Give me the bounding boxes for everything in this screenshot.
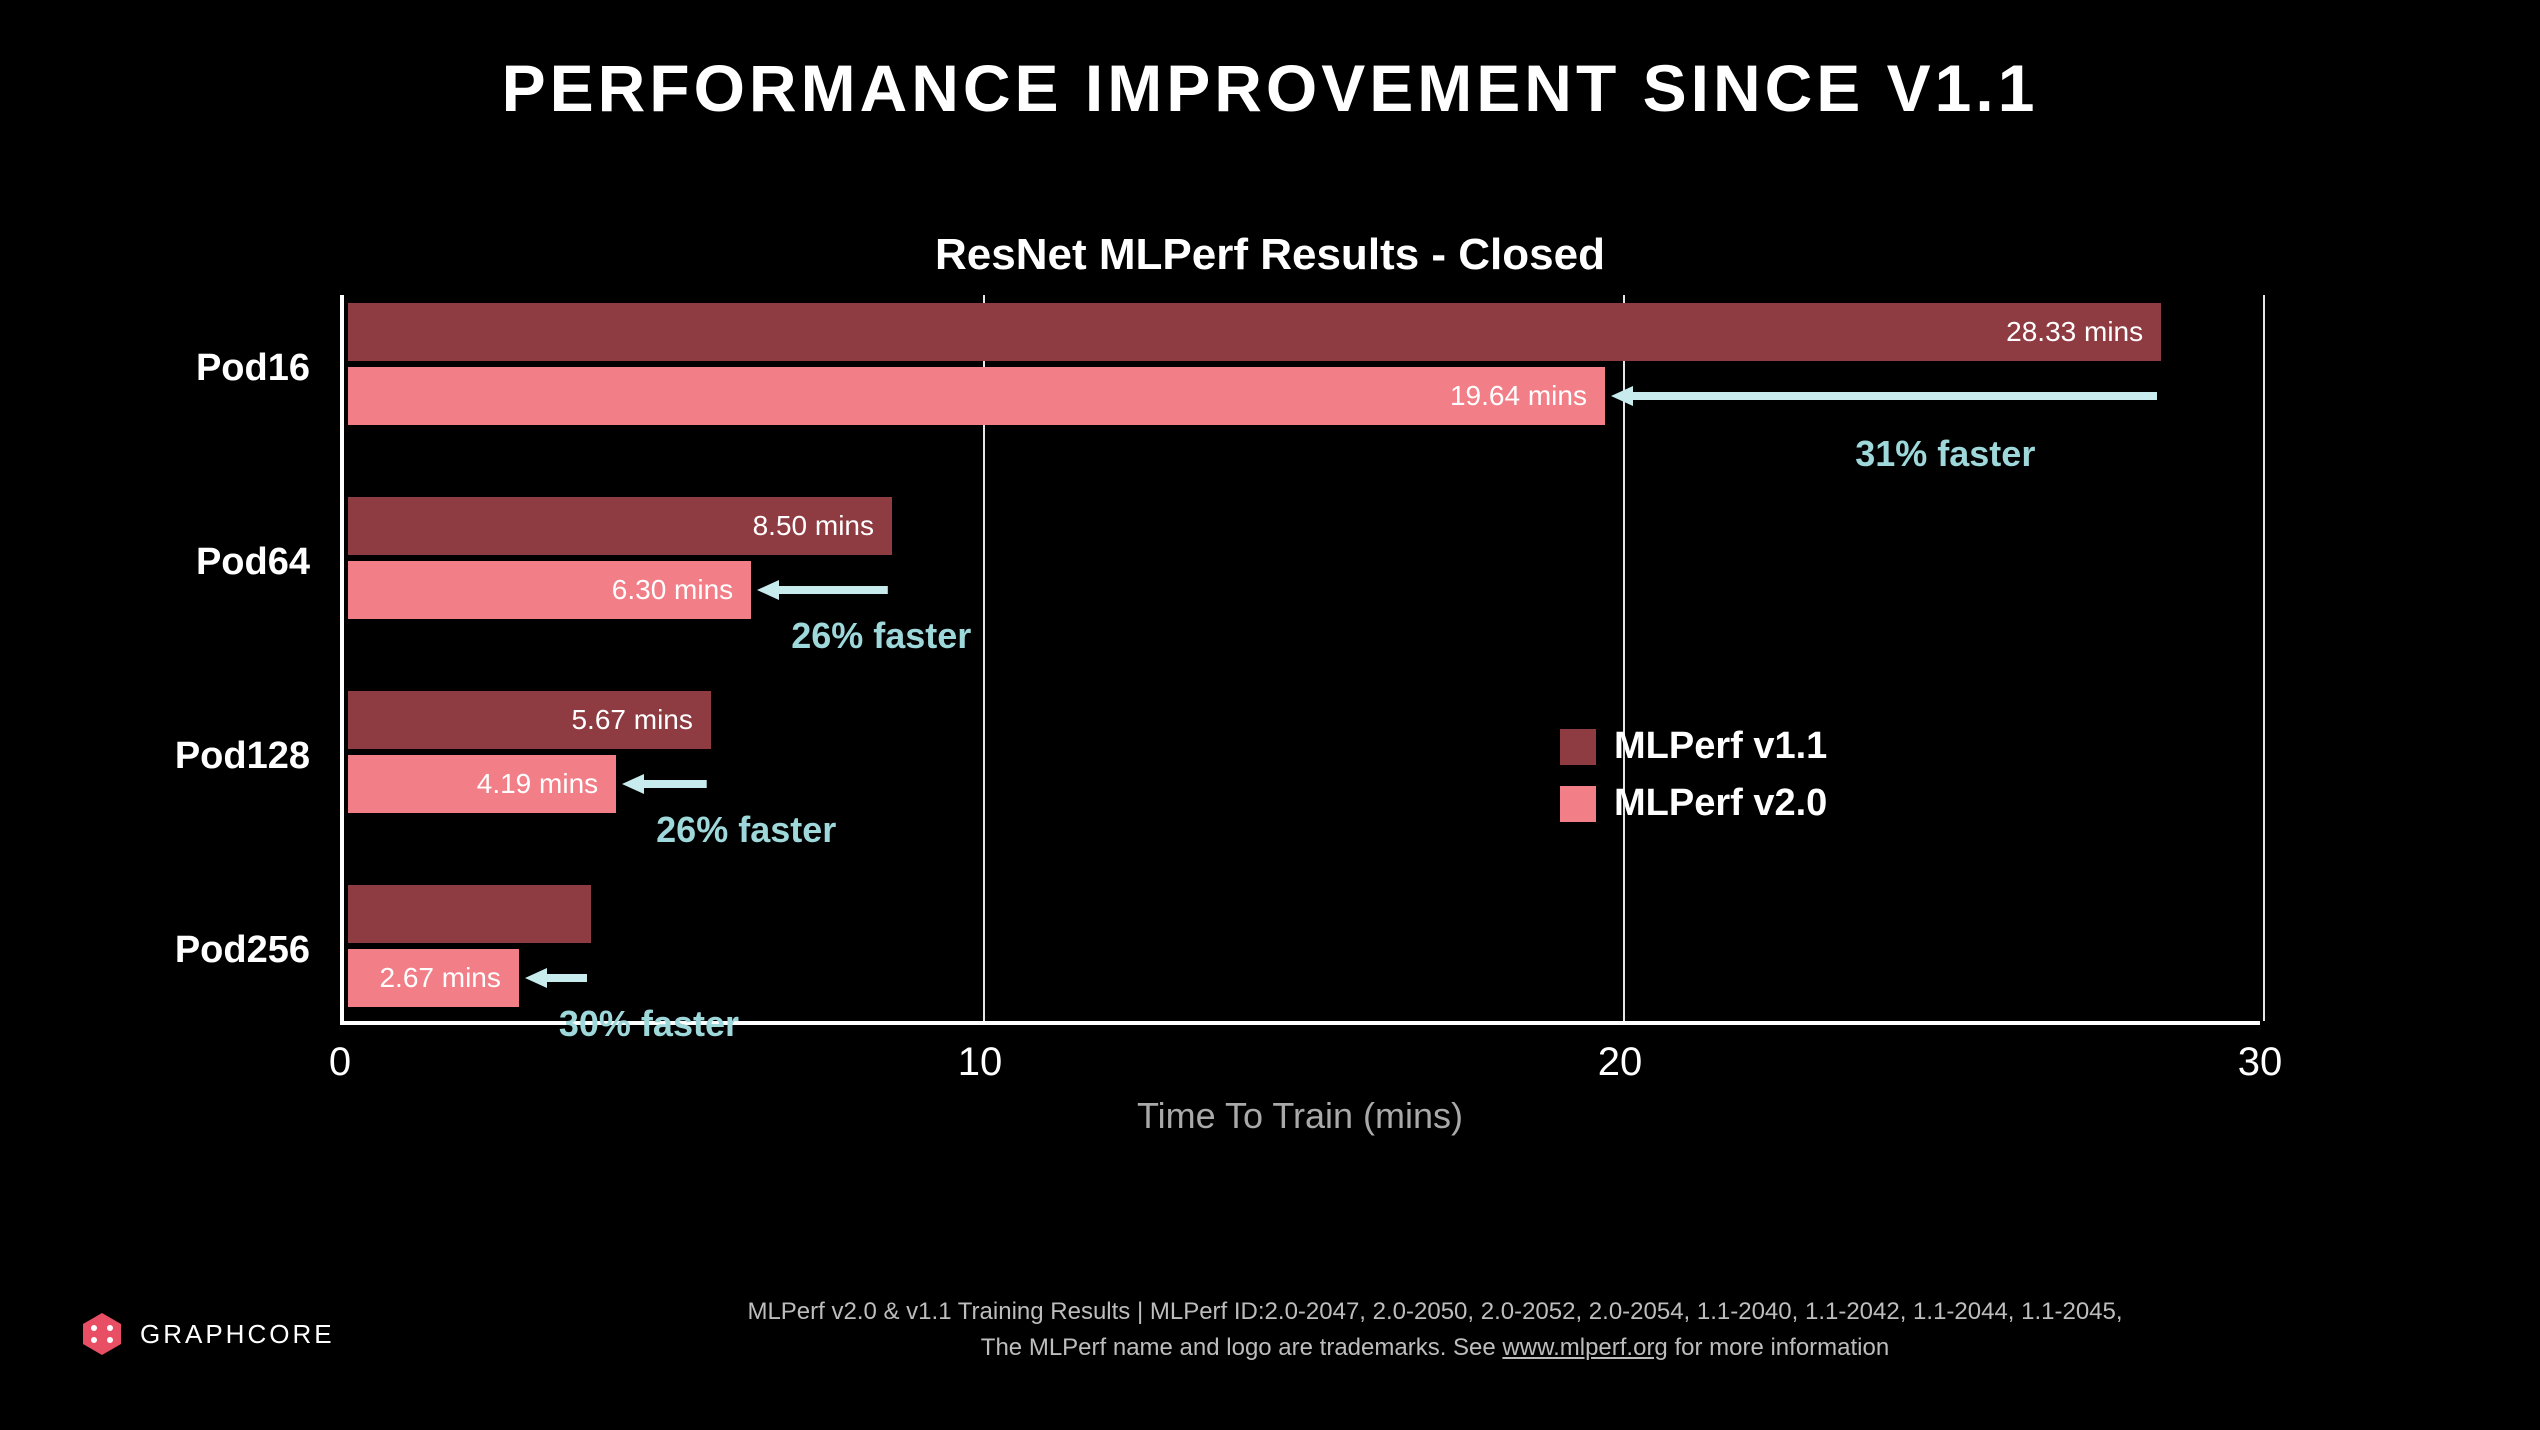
faster-label: 30% faster: [559, 1003, 739, 1045]
legend-swatch: [1560, 786, 1596, 822]
logo-icon: [80, 1312, 124, 1356]
chart-subtitle: ResNet MLPerf Results - Closed: [0, 230, 2540, 280]
plot-area: 28.33 mins 19.64 mins 31% faster 8.50 mins…: [340, 295, 2260, 1025]
x-tick-label: 10: [958, 1040, 1003, 1085]
legend-label: MLPerf v2.0: [1614, 782, 1827, 825]
footer-link[interactable]: www.mlperf.org: [1502, 1334, 1667, 1361]
slide: PERFORMANCE IMPROVEMENT SINCE V1.1 ResNe…: [0, 0, 2540, 1430]
footer-line-1: MLPerf v2.0 & v1.1 Training Results | ML…: [390, 1294, 2480, 1330]
bar-v11: 5.67 mins: [348, 691, 711, 749]
footer-text: MLPerf v2.0 & v1.1 Training Results | ML…: [390, 1294, 2480, 1366]
bar-v20: 4.19 mins: [348, 755, 616, 813]
x-tick-label: 20: [1598, 1040, 1643, 1085]
category-label: Pod16: [110, 347, 310, 390]
legend-item: MLPerf v1.1: [1560, 725, 1827, 768]
faster-label: 26% faster: [656, 809, 836, 851]
bar-v11: [348, 885, 591, 943]
legend-item: MLPerf v2.0: [1560, 782, 1827, 825]
faster-label: 26% faster: [791, 615, 971, 657]
arrow-icon: [757, 578, 888, 602]
arrow-icon: [622, 772, 707, 796]
page-title: PERFORMANCE IMPROVEMENT SINCE V1.1: [0, 50, 2540, 126]
brand-text: GRAPHCORE: [140, 1319, 335, 1350]
gridline: [2263, 295, 2265, 1021]
x-tick-label: 30: [2238, 1040, 2283, 1085]
bar-v11: 8.50 mins: [348, 497, 892, 555]
legend-swatch: [1560, 729, 1596, 765]
legend-label: MLPerf v1.1: [1614, 725, 1827, 768]
bar-v20: 6.30 mins: [348, 561, 751, 619]
arrow-icon: [1611, 384, 2157, 408]
brand: GRAPHCORE: [80, 1312, 335, 1356]
bar-v11: 28.33 mins: [348, 303, 2161, 361]
category-label: Pod64: [110, 541, 310, 584]
chart-area: 28.33 mins 19.64 mins 31% faster 8.50 mins…: [340, 295, 2260, 1125]
bar-v20: 19.64 mins: [348, 367, 1605, 425]
arrow-icon: [525, 966, 587, 990]
category-label: Pod256: [110, 929, 310, 972]
x-tick-label: 0: [329, 1040, 351, 1085]
faster-label: 31% faster: [1855, 433, 2035, 475]
category-label: Pod128: [110, 735, 310, 778]
x-axis-title: Time To Train (mins): [340, 1095, 2260, 1137]
footer-line-2: The MLPerf name and logo are trademarks.…: [390, 1330, 2480, 1366]
bar-v20: 2.67 mins: [348, 949, 519, 1007]
legend: MLPerf v1.1 MLPerf v2.0: [1560, 725, 1827, 839]
